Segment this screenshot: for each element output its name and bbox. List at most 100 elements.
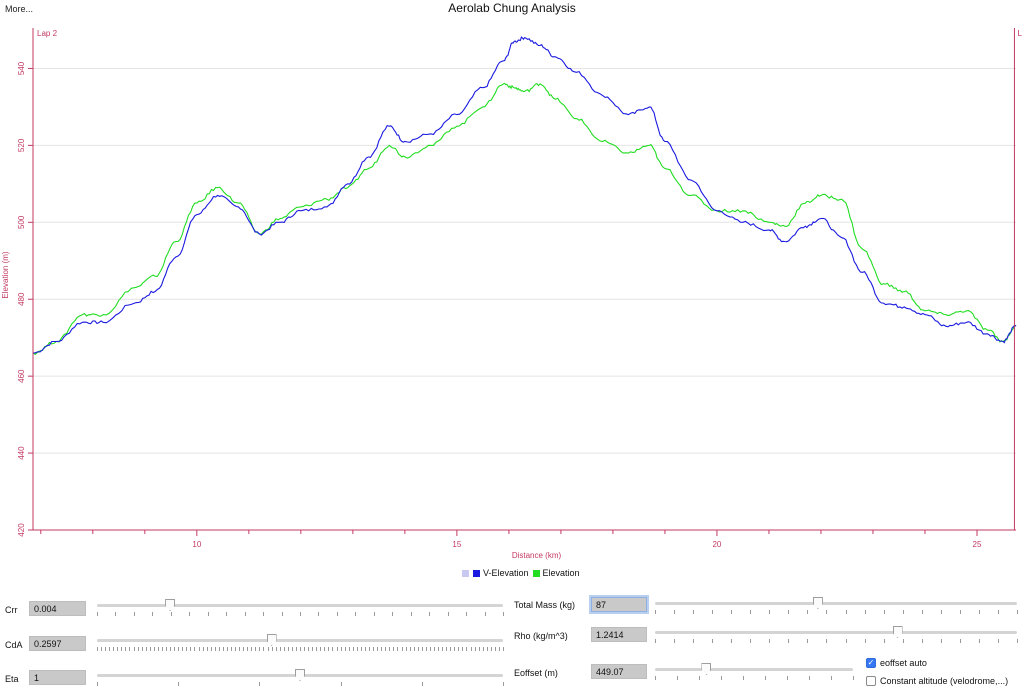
slider-tick <box>409 647 411 651</box>
slider-tick <box>137 647 139 651</box>
slider-tick <box>712 639 714 643</box>
checkbox-unchecked-icon[interactable] <box>866 676 876 686</box>
slider-tick <box>720 676 722 680</box>
eoffset-auto-checkbox[interactable]: ✓ eoffset auto <box>866 658 927 668</box>
rho-slider-thumb[interactable] <box>892 626 903 638</box>
eoffset-input[interactable] <box>591 664 647 679</box>
crr-slider-ticks <box>97 612 504 617</box>
series-line-v-elevation <box>32 36 1017 354</box>
eta-slider[interactable] <box>97 669 504 689</box>
eoffset-slider-ticks <box>655 676 854 681</box>
legend-item-v-elevation[interactable]: V-Elevation <box>473 568 529 578</box>
slider-tick <box>210 647 212 651</box>
slider-tick <box>883 610 885 614</box>
crr-input[interactable] <box>29 601 86 616</box>
slider-tick <box>446 647 448 651</box>
slider-tick <box>190 647 192 651</box>
v-elevation-swatch-icon <box>473 569 480 577</box>
slider-tick <box>655 639 656 643</box>
rho-slider[interactable] <box>655 626 1018 646</box>
slider-tick <box>458 647 460 651</box>
slider-tick <box>348 647 350 651</box>
slider-tick <box>450 647 452 651</box>
lap-marker-label: L <box>1017 29 1022 38</box>
slider-tick <box>356 647 358 651</box>
slider-tick <box>677 676 678 680</box>
slider-tick <box>921 639 923 643</box>
slider-tick <box>364 647 366 651</box>
eoffset-auto-label: eoffset auto <box>880 658 927 668</box>
slider-tick <box>788 639 790 643</box>
eta-input[interactable] <box>29 670 86 685</box>
y-tick-label: 460 <box>17 369 26 383</box>
eoffset-slider[interactable] <box>655 663 854 683</box>
rho-label: Rho (kg/m^3) <box>514 631 568 641</box>
slider-tick <box>693 639 695 643</box>
total-mass-slider-thumb[interactable] <box>812 597 823 609</box>
slider-tick <box>486 647 488 651</box>
legend-item-elevation[interactable]: Elevation <box>532 568 580 578</box>
slider-tick <box>97 647 98 651</box>
slider-tick <box>902 639 904 643</box>
slider-tick <box>235 647 237 651</box>
crr-slider[interactable] <box>97 599 504 619</box>
slider-tick <box>157 647 159 651</box>
total-mass-slider[interactable] <box>655 597 1018 617</box>
cda-input[interactable] <box>29 636 86 651</box>
x-axis-label: Distance (km) <box>512 551 562 560</box>
slider-tick <box>433 647 435 651</box>
eta-slider-thumb[interactable] <box>295 669 305 681</box>
slider-tick <box>202 647 204 651</box>
slider-tick <box>743 676 744 680</box>
x-tick-label: 10 <box>192 540 201 549</box>
legend-selector-icon[interactable] <box>462 569 469 577</box>
x-tick-label: 20 <box>712 540 721 549</box>
slider-tick <box>421 682 423 686</box>
slider-tick <box>699 676 700 680</box>
slider-tick <box>997 610 999 614</box>
slider-tick <box>405 647 407 651</box>
slider-tick <box>226 647 228 651</box>
total-mass-input[interactable] <box>591 597 647 612</box>
total-mass-slider-ticks <box>655 610 1018 615</box>
x-tick-label: 25 <box>973 540 982 549</box>
y-tick-label: 420 <box>17 523 26 537</box>
slider-tick <box>788 610 790 614</box>
crr-slider-thumb[interactable] <box>165 599 176 611</box>
slider-tick <box>826 610 828 614</box>
slider-tick <box>281 612 283 616</box>
slider-tick <box>115 612 117 616</box>
slider-tick <box>474 647 476 651</box>
y-axis-label: Elevation (m) <box>1 251 10 298</box>
slider-tick <box>401 647 403 651</box>
constant-altitude-checkbox[interactable]: Constant altitude (velodrome,...) <box>866 676 1008 686</box>
slider-tick <box>145 647 147 651</box>
slider-tick <box>377 647 379 651</box>
eoffset-slider-thumb[interactable] <box>701 663 712 675</box>
slider-tick <box>438 647 440 651</box>
cda-slider-ticks <box>97 647 504 652</box>
rho-input[interactable] <box>591 627 647 642</box>
slider-tick <box>498 647 500 651</box>
cda-slider-thumb[interactable] <box>266 634 277 646</box>
slider-tick <box>482 647 484 651</box>
slider-tick <box>259 647 261 651</box>
slider-tick <box>807 639 809 643</box>
slider-tick <box>291 647 293 651</box>
slider-tick <box>978 639 980 643</box>
slider-tick <box>308 647 310 651</box>
slider-tick <box>853 676 854 680</box>
slider-tick <box>340 647 342 651</box>
eta-slider-ticks <box>97 682 504 687</box>
more-menu[interactable]: More... <box>5 4 34 14</box>
slider-tick <box>731 639 733 643</box>
legend-label-elevation: Elevation <box>542 568 580 578</box>
crr-label: Crr <box>5 605 18 615</box>
slider-tick <box>959 610 961 614</box>
checkbox-checked-icon[interactable]: ✓ <box>866 658 876 668</box>
cda-slider[interactable] <box>97 634 504 654</box>
slider-tick <box>883 639 885 643</box>
slider-tick <box>121 647 123 651</box>
slider-tick <box>263 612 265 616</box>
y-tick-label: 520 <box>17 138 26 152</box>
